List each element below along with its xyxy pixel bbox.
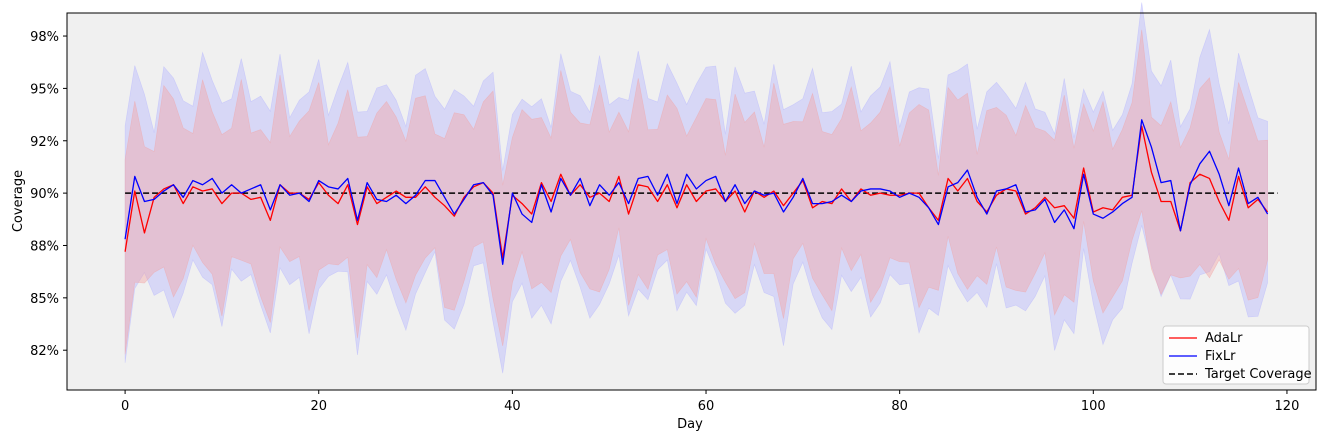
y-tick-label: 90% xyxy=(30,187,59,202)
series-lines xyxy=(124,119,1269,265)
x-axis: 0 20 40 60 80 100 120 xyxy=(121,390,1299,414)
x-tick-label: 0 xyxy=(121,399,129,414)
x-tick-label: 20 xyxy=(310,399,327,414)
y-axis-label: Coverage xyxy=(11,170,26,232)
x-tick-label: 80 xyxy=(891,399,908,414)
legend-label: AdaLr xyxy=(1205,331,1243,346)
y-tick-label: 92% xyxy=(30,135,59,150)
y-axis: 82% 85% 88% 90% 92% 95% 98% xyxy=(30,30,67,359)
x-axis-label: Day xyxy=(677,417,703,432)
legend-label: FixLr xyxy=(1205,349,1236,364)
x-tick-label: 40 xyxy=(504,399,521,414)
fixlr-line xyxy=(124,119,1269,265)
plot-frame xyxy=(66,12,1317,391)
y-tick-label: 85% xyxy=(30,292,59,307)
y-tick-label: 88% xyxy=(30,239,59,254)
adalr-band xyxy=(124,29,1268,355)
legend-label: Target Coverage xyxy=(1204,367,1312,382)
legend: AdaLr FixLr Target Coverage xyxy=(1162,325,1312,385)
y-tick-label: 95% xyxy=(30,82,59,97)
x-tick-label: 100 xyxy=(1081,399,1106,414)
x-tick-label: 120 xyxy=(1275,399,1300,414)
legend-box xyxy=(1162,325,1310,385)
x-tick-label: 60 xyxy=(698,399,715,414)
y-tick-label: 82% xyxy=(30,344,59,359)
y-tick-label: 98% xyxy=(30,30,59,45)
